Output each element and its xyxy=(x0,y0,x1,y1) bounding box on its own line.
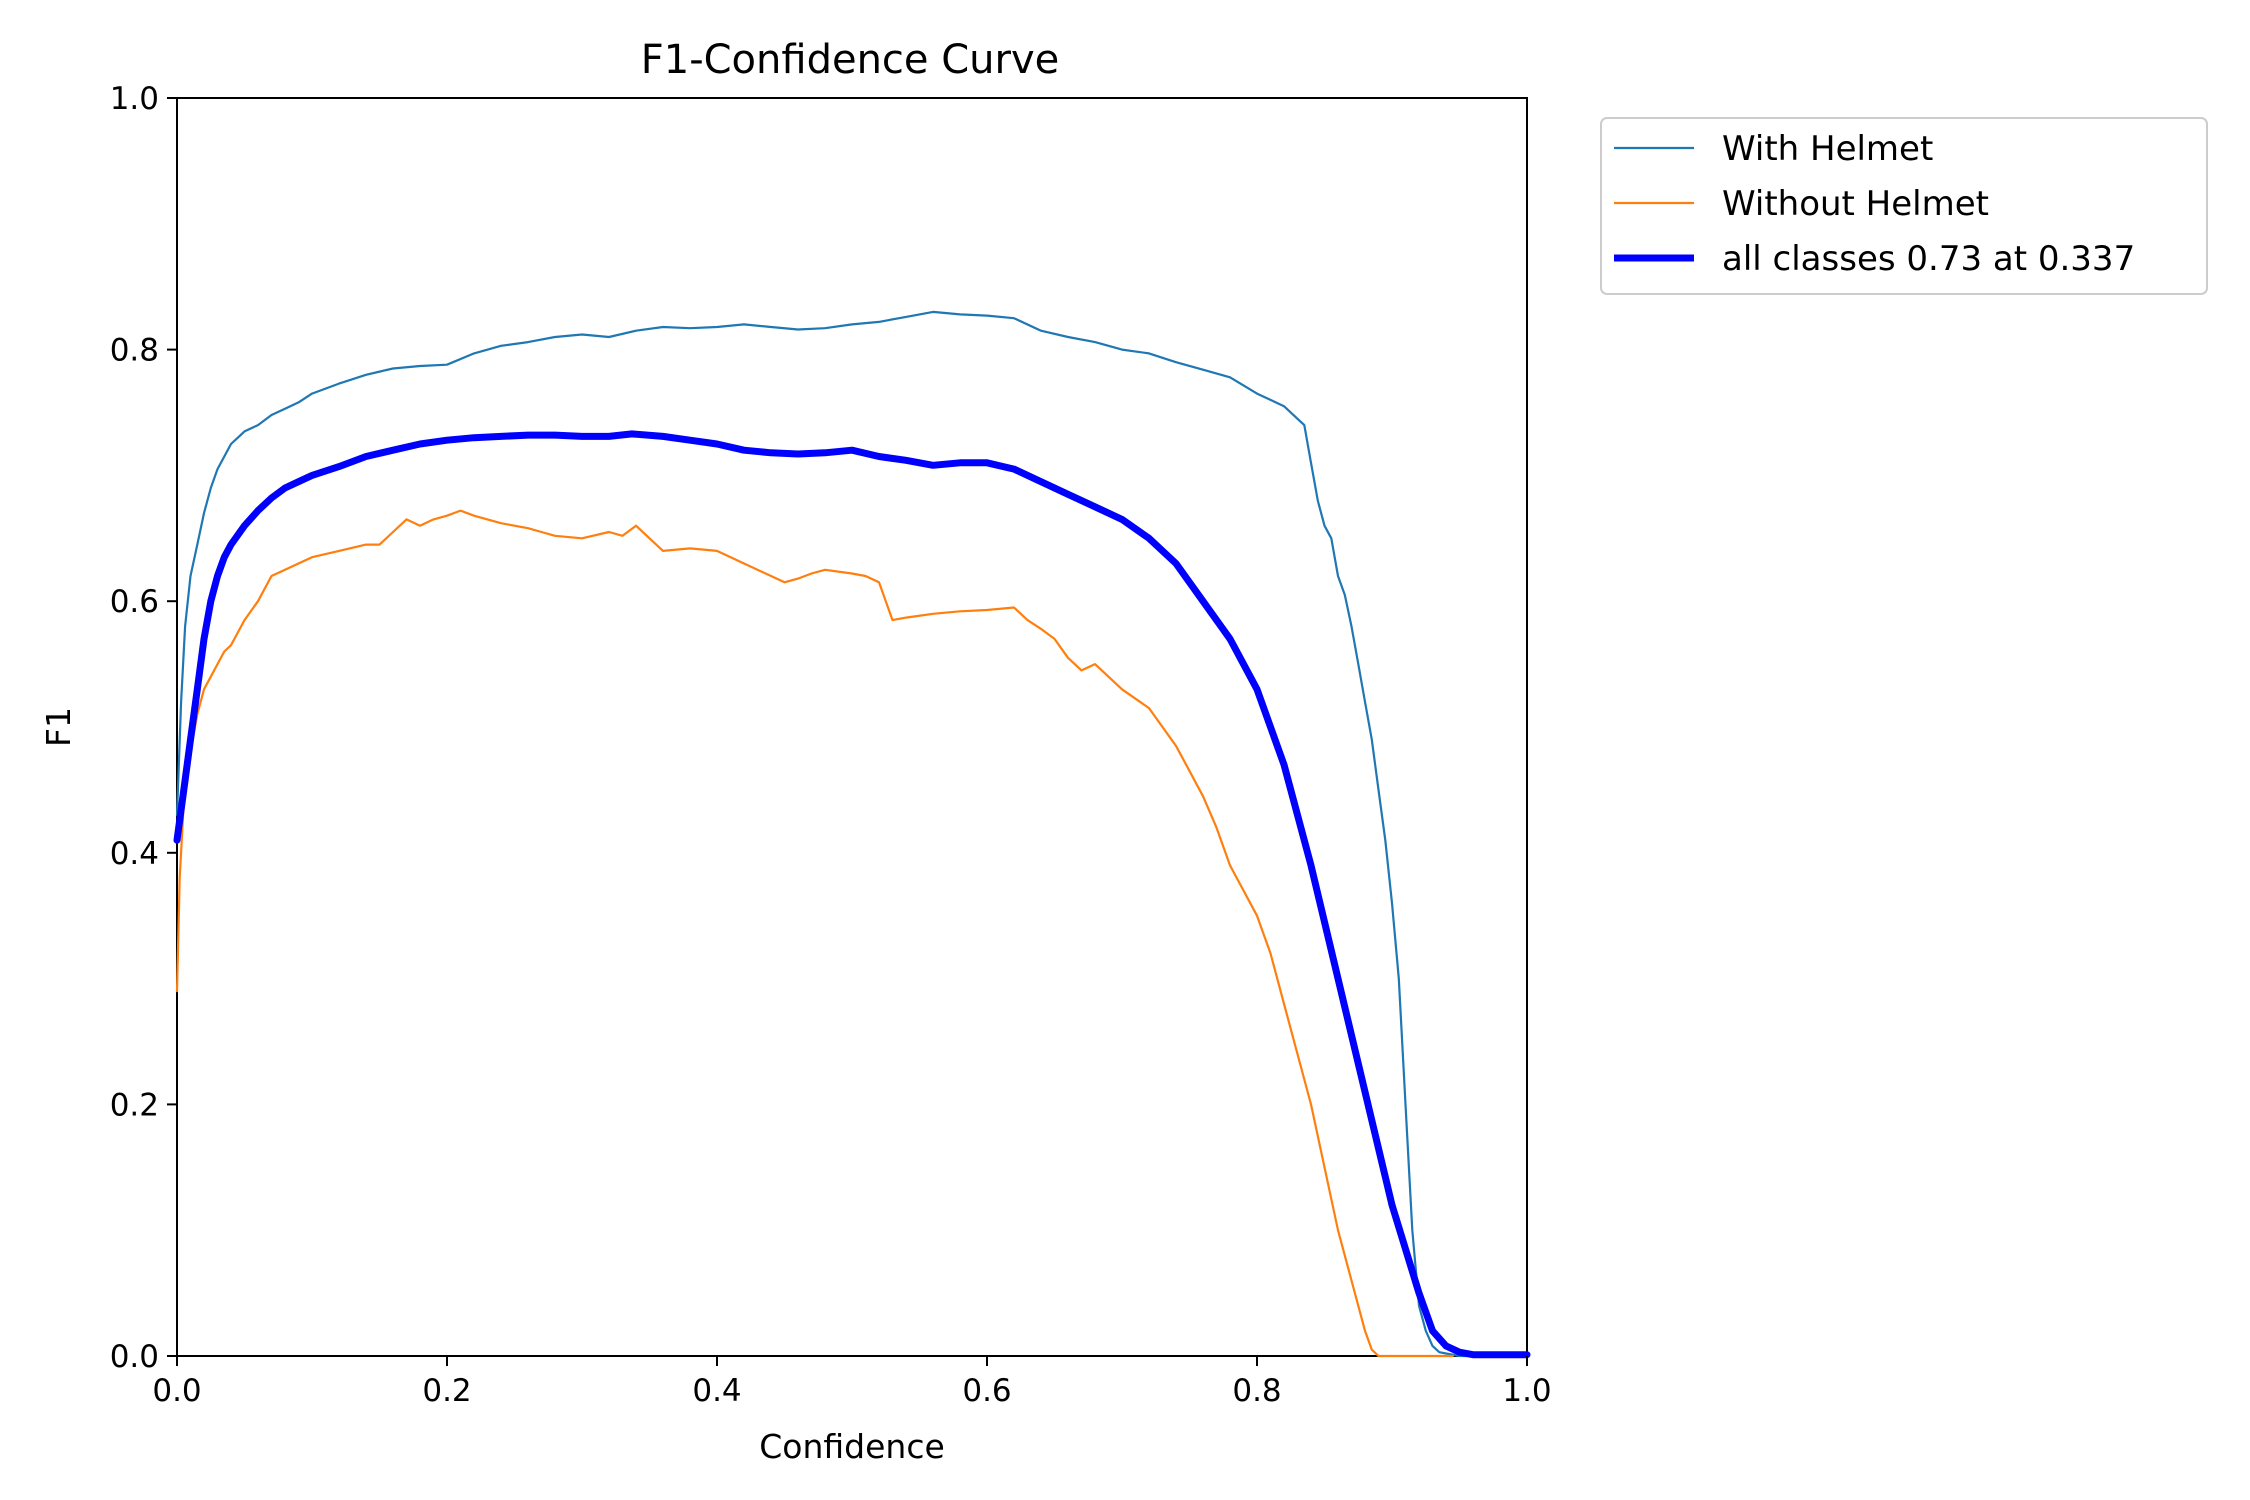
y-tick-label: 0.2 xyxy=(110,1087,159,1123)
legend-box xyxy=(1600,117,2208,295)
series-line-without-helmet xyxy=(175,509,1454,1358)
x-tick-label: 1.0 xyxy=(1502,1373,1551,1409)
x-tick-label: 0.0 xyxy=(152,1373,201,1409)
plot-area: 0.0 0.2 0.4 0.6 0.8 1.0 0.0 0.2 0.4 0.6 0.8 1.0 xyxy=(110,81,1552,1409)
legend-label-all-classes-0-73-at-0-337: all classes 0.73 at 0.337 xyxy=(1722,239,2135,279)
series-line-with-helmet xyxy=(175,310,1529,1358)
legend: With Helmet Without Helmet all classes 0.7… xyxy=(1600,117,2208,295)
series-line-all-classes-0-73-at-0-337 xyxy=(173,430,1531,1359)
y-tick-label: 0.6 xyxy=(110,584,159,620)
y-tick-label: 0.0 xyxy=(110,1339,159,1375)
legend-items: With Helmet Without Helmet all classes 0.7… xyxy=(1614,129,2135,279)
y-axis-ticks: 0.0 0.2 0.4 0.6 0.8 1.0 xyxy=(110,81,177,1375)
legend-label-without-helmet: Without Helmet xyxy=(1722,184,1989,224)
x-axis-label: Confidence xyxy=(759,1427,945,1466)
x-tick-label: 0.8 xyxy=(1232,1373,1281,1409)
y-tick-label: 0.4 xyxy=(110,836,159,872)
x-axis-ticks: 0.0 0.2 0.4 0.6 0.8 1.0 xyxy=(152,1356,1552,1409)
y-tick-label: 1.0 xyxy=(110,81,159,117)
plot-frame xyxy=(176,97,1528,1357)
y-axis-label: F1 xyxy=(39,707,78,747)
legend-label-with-helmet: With Helmet xyxy=(1722,129,1933,169)
chart-title: F1-Confidence Curve xyxy=(641,37,1060,83)
series-layer xyxy=(173,310,1531,1359)
x-tick-label: 0.6 xyxy=(962,1373,1011,1409)
x-tick-label: 0.2 xyxy=(422,1373,471,1409)
x-tick-label: 0.4 xyxy=(692,1373,741,1409)
y-tick-label: 0.8 xyxy=(110,333,159,369)
